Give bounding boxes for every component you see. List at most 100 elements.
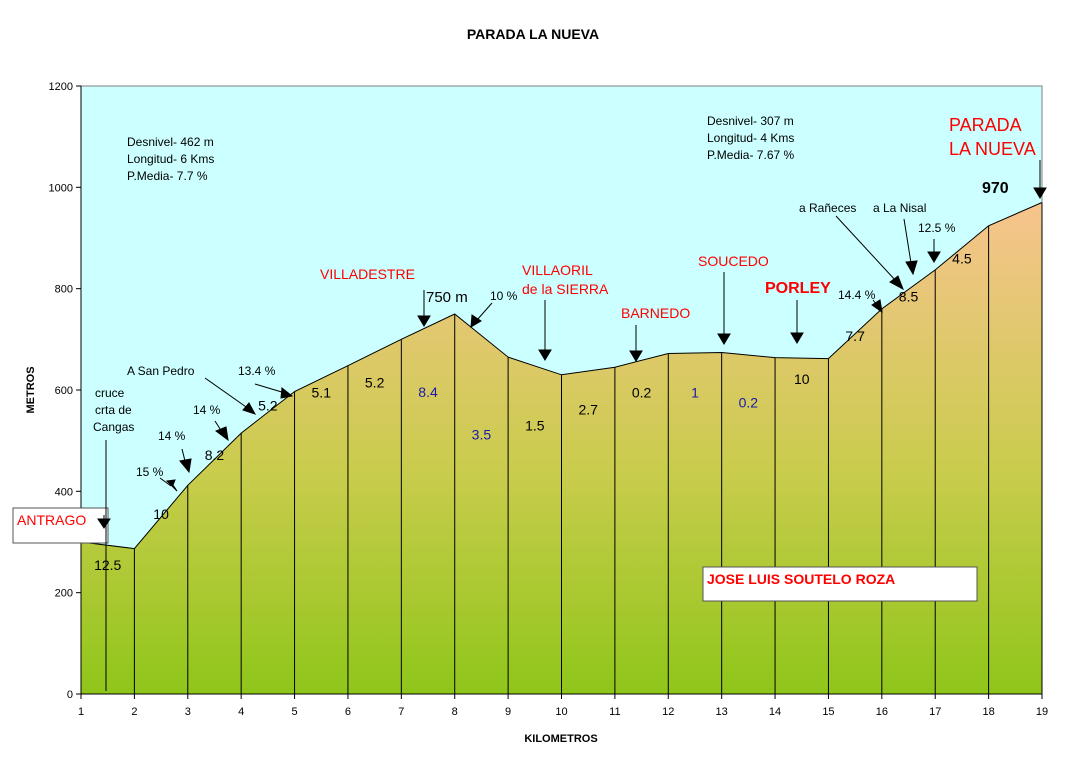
x-tick-label: 8: [452, 706, 458, 718]
x-tick-label: 19: [1036, 706, 1048, 718]
arrow-antrago: [97, 515, 111, 529]
grade-label-10: 10 %: [490, 289, 518, 303]
segment-grade-label: 5.2: [365, 374, 385, 390]
grade-label-15: 15 %: [136, 465, 164, 479]
y-axis-label: METROS: [25, 366, 37, 413]
segment-grade-label: 1: [691, 385, 699, 401]
place-villaoril-1: VILLAORIL: [522, 262, 593, 278]
y-tick-label: 1000: [49, 182, 73, 194]
x-tick-label: 10: [555, 706, 567, 718]
segment-grade-label: 10: [153, 506, 169, 522]
y-tick-label: 800: [55, 284, 73, 296]
cruce-line-3: Cangas: [93, 420, 134, 434]
y-tick-label: 400: [55, 486, 73, 498]
x-axis-label: KILOMETROS: [524, 733, 597, 745]
arrow-villaoril: [538, 300, 552, 361]
segment-grade-label: 5.1: [312, 385, 332, 401]
grade-label-14b: 14 %: [193, 403, 221, 417]
author-label: JOSE LUIS SOUTELO ROZA: [707, 571, 895, 587]
grade-label-12-5: 12.5 %: [918, 221, 956, 235]
segment-grade-label: 4.5: [952, 250, 972, 266]
segment-grade-label: 8.2: [205, 447, 225, 463]
summit-value: 970: [982, 180, 1009, 197]
x-tick-label: 16: [876, 706, 888, 718]
arrow-13-4: [254, 383, 294, 399]
arrow-summit: [1033, 160, 1047, 199]
pointer-arrows: [97, 160, 1047, 529]
y-tick-label: 200: [55, 588, 73, 600]
x-tick-label: 11: [609, 706, 620, 718]
segment-grade-label: 0.2: [632, 385, 652, 401]
arrow-soucedo: [717, 272, 731, 345]
antrago-box: [12, 507, 109, 544]
stats-1-media: P.Media- 7.7 %: [127, 169, 208, 183]
segment-grade-label: 5.2: [258, 397, 278, 413]
arrow-villadestre: [417, 290, 431, 327]
y-tick-label: 0: [67, 689, 73, 701]
segment-grade-labels: 12.5 10 8.2 5.2 5.1 5.2 8.4 3.5 1.5 2.7 0.2 1 0.2 10 7…: [94, 250, 972, 573]
place-soucedo: SOUCEDO: [698, 253, 769, 269]
y-tick-label: 1200: [49, 81, 73, 93]
x-tick-label: 2: [131, 706, 137, 718]
place-antrago: ANTRAGO: [17, 512, 86, 528]
x-tick-label: 18: [982, 706, 994, 718]
arrow-barnedo: [629, 325, 643, 362]
arrow-porley: [790, 300, 804, 344]
place-porley: PORLEY: [765, 280, 831, 297]
km-lines: [133, 202, 1043, 694]
place-villadestre: VILLADESTRE: [320, 266, 415, 282]
segment-grade-label: 8.4: [418, 384, 438, 400]
arrow-la-nisal: [903, 218, 918, 276]
arrow-12-5: [927, 239, 941, 263]
x-tick-label: 17: [929, 706, 941, 718]
arrow-14-4: [871, 299, 883, 314]
stats-2-media: P.Media- 7.67 %: [707, 148, 794, 162]
a-ranneces-label: a Rañeces: [799, 201, 856, 215]
x-tick-label: 4: [238, 706, 244, 718]
cruce-line-1: cruce: [95, 386, 125, 400]
y-tick-label: 600: [55, 385, 73, 397]
x-tick-label: 3: [185, 706, 191, 718]
arrow-10: [470, 302, 493, 328]
grade-label-13-4: 13.4 %: [238, 364, 276, 378]
x-tick-label: 9: [505, 706, 511, 718]
chart-title: PARADA LA NUEVA: [467, 26, 599, 42]
stats-block-1: Desnivel- 462 m Longitud- 6 Kms P.Media-…: [127, 135, 214, 183]
cruce-label: cruce crta de Cangas: [93, 386, 134, 434]
x-axis-ticks: 1 2 3 4 5 6 7 8 9 10 11 12 13 14 15 16 17 18 19: [78, 694, 1048, 718]
stats-1-desnivel: Desnivel- 462 m: [127, 135, 214, 149]
place-parada-1: PARADA: [949, 115, 1022, 135]
segment-grade-label: 3.5: [472, 427, 492, 443]
segment-grade-label: 1.5: [525, 418, 545, 434]
arrow-15: [159, 477, 178, 492]
stats-block-2: Desnivel- 307 m Longitud- 4 Kms P.Media-…: [707, 114, 794, 162]
place-barnedo: BARNEDO: [621, 305, 690, 321]
cruce-line-2: crta de: [95, 403, 132, 417]
x-tick-label: 1: [78, 706, 84, 718]
arrow-14b: [214, 420, 229, 442]
a-la-nisal-label: a La Nisal: [873, 201, 926, 215]
x-tick-label: 7: [398, 706, 404, 718]
arrow-san-pedro: [204, 377, 257, 415]
peak-label: 750 m: [426, 289, 468, 306]
x-tick-label: 15: [822, 706, 834, 718]
stats-2-longitud: Longitud- 4 Kms: [707, 131, 794, 145]
arrow-ranneces: [835, 215, 904, 291]
segment-grade-label: 2.7: [578, 401, 598, 417]
segment-grade-label: 7.7: [845, 328, 865, 344]
x-tick-label: 6: [345, 706, 351, 718]
segment-grade-label: 10: [794, 371, 810, 387]
author-box: [702, 566, 978, 602]
x-tick-label: 5: [291, 706, 297, 718]
stats-2-desnivel: Desnivel- 307 m: [707, 114, 794, 128]
place-villaoril-2: de la SIERRA: [522, 281, 609, 297]
segment-grade-label: 12.5: [94, 557, 121, 573]
x-tick-label: 14: [769, 706, 781, 718]
grade-label-14a: 14 %: [158, 429, 186, 443]
arrow-14a: [179, 448, 192, 474]
segment-grade-label: 8.5: [899, 288, 919, 304]
y-axis-ticks: 0 200 400 600 800 1000 1200: [49, 81, 81, 701]
segment-grade-label: 0.2: [739, 395, 759, 411]
x-tick-label: 13: [716, 706, 728, 718]
